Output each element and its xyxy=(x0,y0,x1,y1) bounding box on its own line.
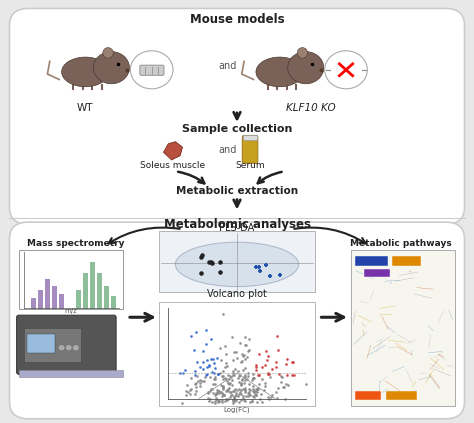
Point xyxy=(256,267,264,274)
Text: KLF10 KO: KLF10 KO xyxy=(286,103,335,113)
Bar xyxy=(111,296,116,309)
Bar xyxy=(24,328,81,362)
Bar xyxy=(364,269,390,277)
Bar xyxy=(351,250,455,406)
Circle shape xyxy=(288,52,324,84)
Bar xyxy=(19,250,123,309)
Ellipse shape xyxy=(297,48,308,58)
FancyBboxPatch shape xyxy=(140,65,164,75)
Ellipse shape xyxy=(62,57,109,87)
Bar xyxy=(104,286,109,309)
Text: Metabolomic analyses: Metabolomic analyses xyxy=(164,218,310,231)
Bar xyxy=(19,370,123,377)
FancyBboxPatch shape xyxy=(9,222,465,419)
Point xyxy=(267,273,274,280)
Ellipse shape xyxy=(175,242,299,287)
FancyBboxPatch shape xyxy=(242,135,258,163)
Circle shape xyxy=(93,52,129,84)
Circle shape xyxy=(130,51,173,89)
Bar xyxy=(97,273,102,309)
Point xyxy=(276,271,284,278)
Point xyxy=(198,254,205,261)
Bar xyxy=(392,256,421,266)
FancyBboxPatch shape xyxy=(9,8,465,224)
Text: Mass spectrometry: Mass spectrometry xyxy=(27,239,125,248)
Text: and: and xyxy=(219,145,237,155)
Circle shape xyxy=(58,345,65,351)
Point xyxy=(198,270,205,277)
Circle shape xyxy=(73,345,79,351)
Point xyxy=(199,251,206,258)
Text: and: and xyxy=(219,60,237,71)
Bar xyxy=(355,391,381,400)
Bar xyxy=(45,279,50,309)
Point xyxy=(207,259,214,266)
Point xyxy=(262,261,270,268)
Circle shape xyxy=(325,51,367,89)
Bar xyxy=(38,290,43,309)
Text: Serum: Serum xyxy=(235,161,264,170)
Point xyxy=(217,269,224,275)
Bar xyxy=(31,298,36,309)
Point xyxy=(205,259,213,266)
Text: Soleus muscle: Soleus muscle xyxy=(140,161,206,170)
Ellipse shape xyxy=(256,57,303,87)
Bar xyxy=(386,391,417,400)
Circle shape xyxy=(65,345,72,351)
Text: WT: WT xyxy=(77,103,93,113)
Bar xyxy=(83,273,88,309)
Bar xyxy=(243,135,257,140)
Bar xyxy=(355,256,388,266)
Point xyxy=(255,264,263,270)
Polygon shape xyxy=(164,142,182,160)
FancyBboxPatch shape xyxy=(17,315,116,374)
Text: Volcano plot: Volcano plot xyxy=(207,289,267,299)
Point xyxy=(252,263,260,270)
Text: PLS-DA: PLS-DA xyxy=(219,222,255,233)
Bar xyxy=(76,290,81,309)
Point xyxy=(208,260,216,266)
Text: Metabolic pathways: Metabolic pathways xyxy=(350,239,451,248)
Text: Mouse models: Mouse models xyxy=(190,13,284,25)
Bar xyxy=(90,262,95,309)
Text: Log(FC): Log(FC) xyxy=(224,406,250,413)
Bar xyxy=(52,286,57,309)
Bar xyxy=(59,294,64,309)
Bar xyxy=(159,231,315,292)
Point xyxy=(216,259,224,266)
Bar xyxy=(159,302,315,406)
Bar xyxy=(27,334,55,353)
Text: Metabolic extraction: Metabolic extraction xyxy=(176,186,298,196)
Ellipse shape xyxy=(103,48,113,58)
Text: m/z: m/z xyxy=(65,308,77,314)
Text: Sample collection: Sample collection xyxy=(182,124,292,134)
